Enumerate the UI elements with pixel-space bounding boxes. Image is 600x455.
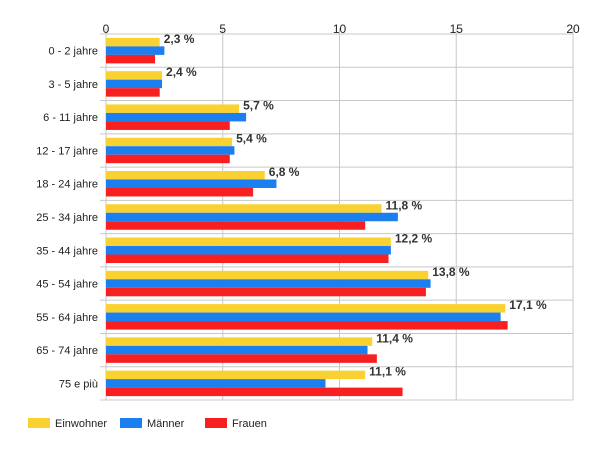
bar-m-nner — [106, 312, 501, 322]
x-tick-label: 15 — [450, 22, 464, 36]
bar-frauen — [106, 387, 403, 397]
bar-einwohner — [106, 370, 366, 380]
data-label: 5,7 % — [243, 98, 274, 112]
bar-frauen — [106, 254, 389, 264]
bar-einwohner — [106, 237, 391, 247]
bar-m-nner — [106, 179, 277, 188]
data-label: 13,8 % — [432, 265, 470, 279]
x-tick-label: 0 — [103, 22, 110, 36]
data-label: 2,4 % — [166, 65, 197, 79]
x-tick-label: 5 — [219, 22, 226, 36]
bar-einwohner — [106, 204, 382, 213]
bar-frauen — [106, 121, 230, 130]
bar-einwohner — [106, 270, 429, 280]
category-label: 35 - 44 jahre — [36, 245, 98, 257]
legend-label: Einwohner — [55, 418, 107, 430]
data-label: 11,8 % — [386, 198, 423, 212]
category-label: 18 - 24 jahre — [36, 179, 98, 191]
bar-frauen — [106, 354, 377, 363]
legend-swatch-einwohner — [28, 418, 50, 428]
bar-m-nner — [106, 246, 391, 255]
data-label: 2,3 % — [164, 32, 195, 46]
category-label: 75 e più — [59, 378, 98, 390]
bar-einwohner — [106, 337, 373, 346]
data-label: 11,1 % — [369, 365, 406, 379]
category-label: 12 - 17 jahre — [36, 145, 98, 157]
x-tick-label: 10 — [333, 22, 347, 36]
category-label: 55 - 64 jahre — [36, 312, 98, 324]
category-label: 0 - 2 jahre — [48, 46, 98, 58]
bar-m-nner — [106, 46, 165, 55]
bar-m-nner — [106, 279, 431, 288]
category-label: 65 - 74 jahre — [36, 345, 98, 357]
data-label: 12,2 % — [395, 232, 433, 246]
bar-frauen — [106, 154, 230, 164]
bar-frauen — [106, 187, 254, 197]
bar-einwohner — [106, 137, 233, 147]
bar-frauen — [106, 287, 426, 297]
category-label: 6 - 11 jahre — [43, 112, 98, 124]
category-label: 45 - 54 jahre — [36, 279, 98, 291]
bar-m-nner — [106, 146, 235, 155]
bar-frauen — [106, 321, 508, 330]
bar-einwohner — [106, 170, 265, 180]
bar-m-nner — [106, 212, 398, 222]
legend-label: Männer — [147, 418, 185, 430]
data-label: 11,4 % — [376, 331, 413, 345]
bar-m-nner — [106, 345, 368, 355]
category-label: 25 - 34 jahre — [36, 212, 98, 224]
category-label: 3 - 5 jahre — [48, 79, 98, 91]
bar-m-nner — [106, 379, 326, 388]
bar-m-nner — [106, 79, 163, 89]
legend-swatch-frauen — [205, 418, 227, 428]
bar-einwohner — [106, 37, 160, 47]
data-label: 6,8 % — [269, 165, 300, 179]
bar-einwohner — [106, 71, 163, 80]
legend-swatch-m-nner — [120, 418, 142, 428]
data-label: 5,4 % — [236, 132, 267, 146]
bar-frauen — [106, 54, 156, 64]
bar-frauen — [106, 221, 366, 230]
bar-frauen — [106, 88, 160, 97]
bar-einwohner — [106, 304, 506, 313]
data-label: 17,1 % — [509, 298, 547, 312]
legend-label: Frauen — [232, 418, 267, 430]
bar-einwohner — [106, 104, 240, 113]
x-tick-label: 20 — [566, 22, 580, 36]
bar-m-nner — [106, 112, 247, 122]
